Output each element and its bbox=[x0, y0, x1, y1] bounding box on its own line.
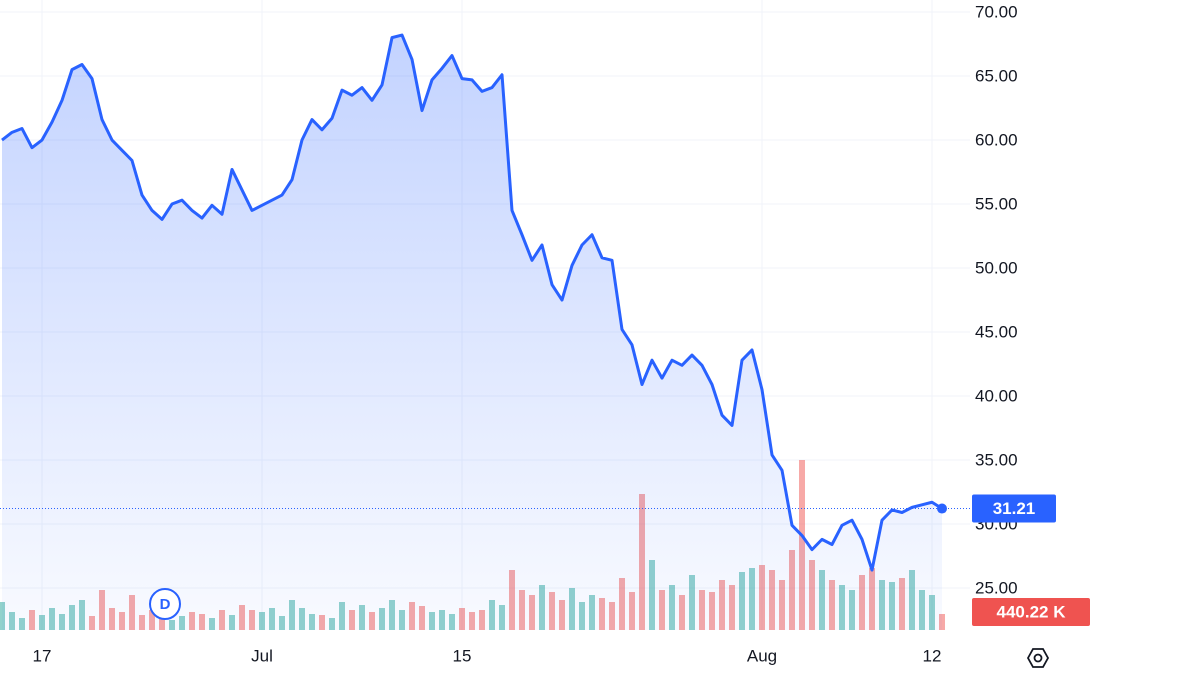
y-tick-label: 60.00 bbox=[975, 131, 1018, 150]
last-price-badge bbox=[972, 494, 1056, 523]
x-tick-label: 12 bbox=[923, 646, 942, 665]
y-tick-label: 50.00 bbox=[975, 259, 1018, 278]
settings-button[interactable] bbox=[1026, 648, 1050, 668]
x-tick-label: 15 bbox=[453, 646, 472, 665]
last-volume-badge bbox=[972, 598, 1090, 626]
settings-icon-center[interactable] bbox=[1033, 653, 1043, 663]
marker-label[interactable]: D bbox=[160, 596, 171, 613]
axis-layer: 25.0030.0035.0040.0045.0050.0055.0060.00… bbox=[33, 3, 1090, 665]
last-volume-label: 440.22 K bbox=[997, 602, 1067, 621]
y-tick-label: 35.00 bbox=[975, 451, 1018, 470]
y-tick-label: 55.00 bbox=[975, 195, 1018, 214]
x-tick-label: 17 bbox=[33, 646, 52, 665]
y-tick-label: 40.00 bbox=[975, 387, 1018, 406]
y-tick-label: 45.00 bbox=[975, 323, 1018, 342]
dividend-marker[interactable]: D bbox=[149, 588, 181, 620]
price-line bbox=[1, 33, 943, 572]
marker-circle[interactable] bbox=[149, 588, 181, 620]
y-tick-label: 25.00 bbox=[975, 579, 1018, 598]
last-price-dot bbox=[937, 503, 947, 514]
y-tick-label: 70.00 bbox=[975, 3, 1018, 22]
y-tick-label: 65.00 bbox=[975, 67, 1018, 86]
plot-layer bbox=[0, 33, 970, 631]
x-tick-label: Aug bbox=[747, 646, 777, 665]
x-tick-label: Jul bbox=[251, 646, 273, 665]
price-area bbox=[2, 35, 942, 631]
last-price-label: 31.21 bbox=[993, 499, 1036, 518]
settings-icon[interactable] bbox=[1026, 648, 1050, 668]
